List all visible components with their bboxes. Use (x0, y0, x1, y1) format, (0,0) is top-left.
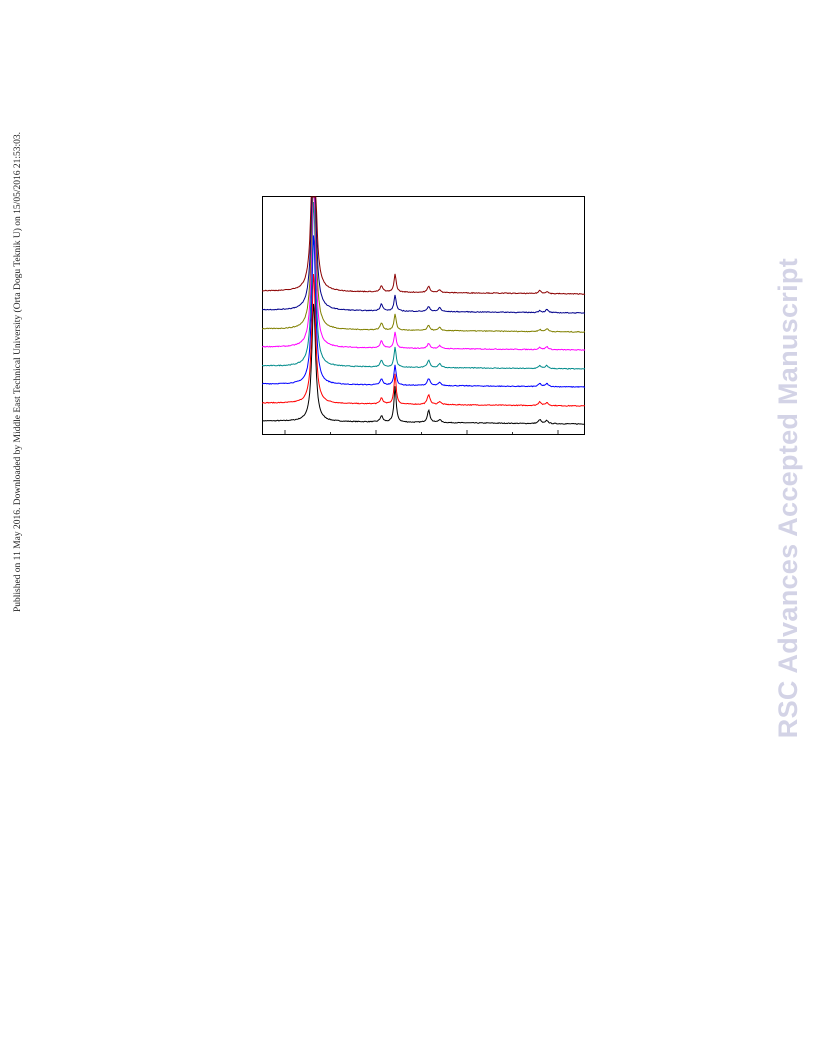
series-layer (262, 196, 586, 425)
xrd-figure (262, 196, 586, 437)
series-line (262, 196, 586, 351)
series-line (262, 196, 586, 333)
series-line (262, 303, 586, 425)
series-line (262, 273, 586, 407)
accepted-manuscript-watermark: RSC Advances Accepted Manuscript (773, 258, 803, 739)
xrd-chart (262, 196, 586, 435)
series-line (262, 196, 586, 295)
series-line (262, 235, 586, 388)
series-line (262, 201, 586, 370)
x-axis-ticks (284, 430, 559, 435)
download-notice: Published on 11 May 2016. Downloaded by … (13, 132, 23, 613)
